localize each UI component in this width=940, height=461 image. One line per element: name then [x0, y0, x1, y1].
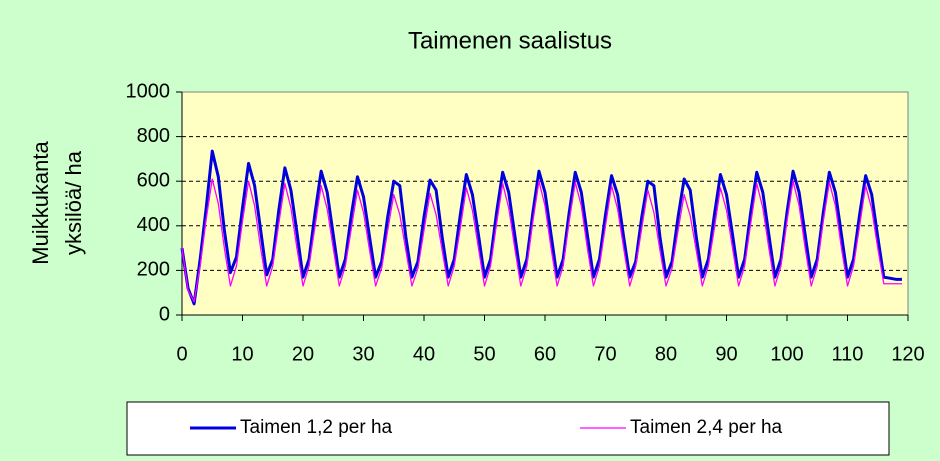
series-line	[180, 149, 902, 306]
x-tick-label: 20	[292, 343, 314, 365]
x-tick-label: 90	[715, 343, 737, 365]
x-tick-label: 60	[534, 343, 556, 365]
x-tick-label: 50	[473, 343, 495, 365]
x-tick-label: 10	[231, 343, 253, 365]
series-line	[181, 178, 902, 303]
y-tick-label: 600	[137, 169, 170, 191]
y-tick-label: 0	[159, 303, 170, 325]
x-tick-label: 0	[176, 343, 187, 365]
legend-label: Taimen 1,2 per ha	[240, 417, 393, 438]
x-tick-label: 70	[594, 343, 616, 365]
y-tick-label: 800	[137, 125, 170, 147]
x-tick-label: 100	[770, 343, 803, 365]
chart-title: Taimenen saalistus	[408, 27, 612, 54]
x-tick-label: 40	[413, 343, 435, 365]
x-tick-label: 120	[891, 343, 924, 365]
y-axis-label: yksilöä/ ha	[61, 150, 86, 255]
y-tick-label: 400	[137, 214, 170, 236]
x-tick-label: 110	[832, 343, 864, 365]
x-tick-label: 30	[352, 343, 374, 365]
y-tick-label: 1000	[126, 80, 171, 102]
x-tick-label: 80	[655, 343, 677, 365]
y-tick-label: 200	[137, 259, 170, 281]
y-axis-label: Muikkukanta	[28, 140, 53, 264]
legend	[126, 401, 890, 456]
legend-label: Taimen 2,4 per ha	[630, 417, 783, 438]
